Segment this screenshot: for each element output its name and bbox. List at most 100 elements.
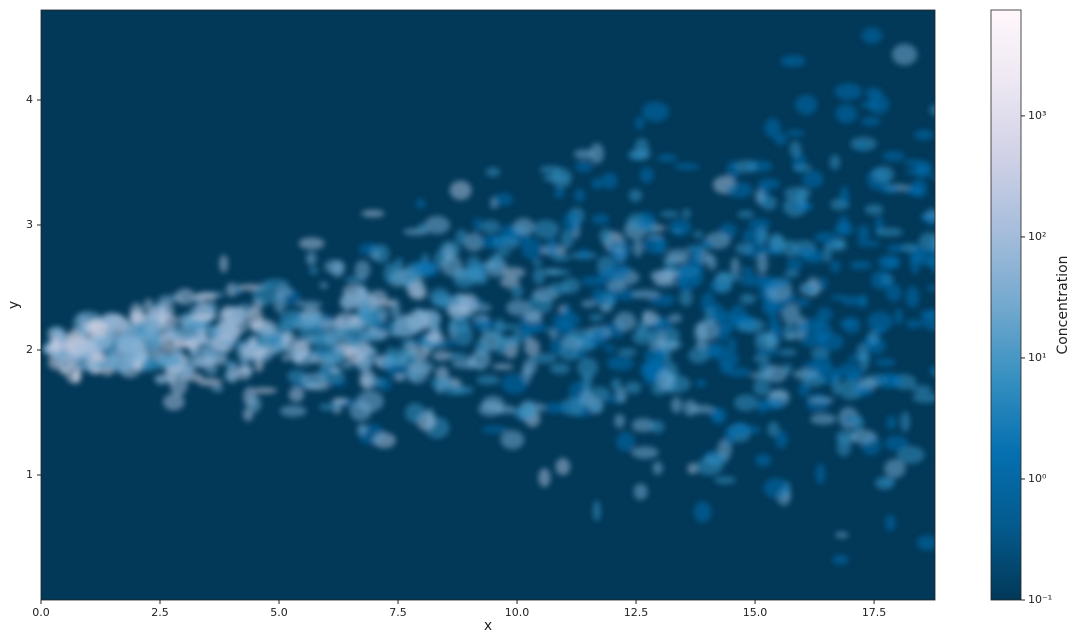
plume-blob (443, 245, 455, 261)
plume-blob (275, 286, 292, 298)
plume-blob (390, 331, 411, 337)
plume-blob (580, 390, 594, 407)
plume-blob (464, 266, 486, 283)
plume-blob (306, 335, 317, 344)
plume-blob (341, 362, 353, 369)
plume-blob (345, 325, 365, 347)
plume-blob (660, 211, 679, 218)
plume-blob (301, 373, 328, 389)
plume-blob (103, 313, 122, 322)
plume-blob (486, 167, 501, 176)
plume-blob (832, 555, 848, 565)
plume-blob (819, 277, 828, 290)
plume-blob (726, 182, 753, 198)
plume-blob (644, 347, 666, 364)
plume-blob (320, 282, 328, 288)
plume-blob (175, 289, 195, 305)
plume-blob (495, 250, 510, 256)
plume-blob (574, 189, 585, 203)
plume-blob (614, 312, 636, 331)
plume-blob (52, 350, 66, 363)
plume-blob (616, 432, 635, 452)
plume-blob (876, 228, 903, 237)
plume-blob (753, 379, 770, 396)
x-tick-label: 2.5 (151, 606, 169, 619)
plume-blob (319, 403, 340, 410)
plume-blob (618, 348, 637, 356)
plume-blob (144, 299, 153, 305)
plume-blob (73, 370, 82, 383)
plume-blob (494, 193, 513, 206)
plume-blob (189, 347, 217, 367)
x-tick-label: 5.0 (270, 606, 288, 619)
plume-blob (420, 262, 439, 277)
plume-blob (796, 323, 811, 333)
plume-blob (579, 249, 590, 260)
plume-blob (764, 478, 789, 499)
plume-blob (886, 415, 896, 430)
plume-blob (784, 187, 811, 200)
plume-blob (322, 346, 346, 364)
plume-blob (651, 270, 675, 283)
plume-blob (856, 240, 881, 246)
plume-blob (779, 349, 797, 356)
colorbar-tick-label: 10⁰ (1028, 472, 1047, 485)
plume-blob (431, 375, 452, 390)
plume-blob (718, 352, 739, 367)
plume-blob (643, 236, 664, 254)
plume-blob (834, 83, 862, 100)
plume-blob (859, 295, 868, 309)
plume-blob (901, 244, 917, 252)
plume-blob (835, 104, 857, 123)
plume-blob (315, 332, 338, 345)
plume-blob (830, 260, 841, 272)
plume-blob (545, 237, 558, 258)
plume-blob (296, 301, 323, 308)
plume-blob (881, 184, 900, 193)
plume-blob (601, 173, 617, 189)
plume-blob (663, 328, 679, 342)
plume-blob (379, 299, 395, 306)
plume-blob (632, 290, 660, 299)
plume-blob (914, 129, 935, 140)
plume-blob (235, 367, 252, 380)
plume-blob (671, 397, 682, 413)
plume-blob (568, 329, 593, 343)
plume-blob (688, 347, 708, 363)
plume-blob (614, 414, 625, 428)
plume-blob (682, 209, 691, 219)
plume-blob (432, 351, 451, 361)
plume-blob (840, 186, 849, 207)
plume-blob (885, 436, 909, 452)
plume-blob (523, 324, 532, 339)
plume-blob (740, 294, 756, 304)
plume-blob (905, 286, 919, 308)
plume-blob (501, 430, 525, 449)
plume-blob (310, 355, 319, 364)
plume-blob (577, 357, 598, 377)
plume-blob (633, 239, 642, 257)
y-tick-label: 3 (26, 218, 33, 231)
plume-blob (533, 267, 545, 284)
plume-blob (694, 501, 712, 522)
plume-blob (50, 337, 60, 351)
plume-blob (211, 385, 223, 392)
plume-blob (707, 255, 717, 270)
plume-blob (781, 55, 806, 67)
plume-blob (910, 256, 920, 274)
plume-blob (906, 168, 927, 175)
colorbar-label: Concentration (1055, 255, 1071, 354)
plume-blob (607, 356, 634, 371)
plume-blob (835, 532, 849, 538)
plume-blob (735, 242, 753, 254)
plume-blob (524, 338, 540, 356)
plume-blob (522, 238, 544, 259)
plume-blob (735, 160, 757, 173)
plume-blob (116, 343, 140, 353)
plume-blob (634, 484, 648, 500)
x-tick-label: 12.5 (624, 606, 649, 619)
plume-blob (174, 340, 189, 348)
plume-blob (361, 210, 385, 218)
plume-blob (616, 388, 626, 403)
plume-blob (867, 330, 878, 344)
